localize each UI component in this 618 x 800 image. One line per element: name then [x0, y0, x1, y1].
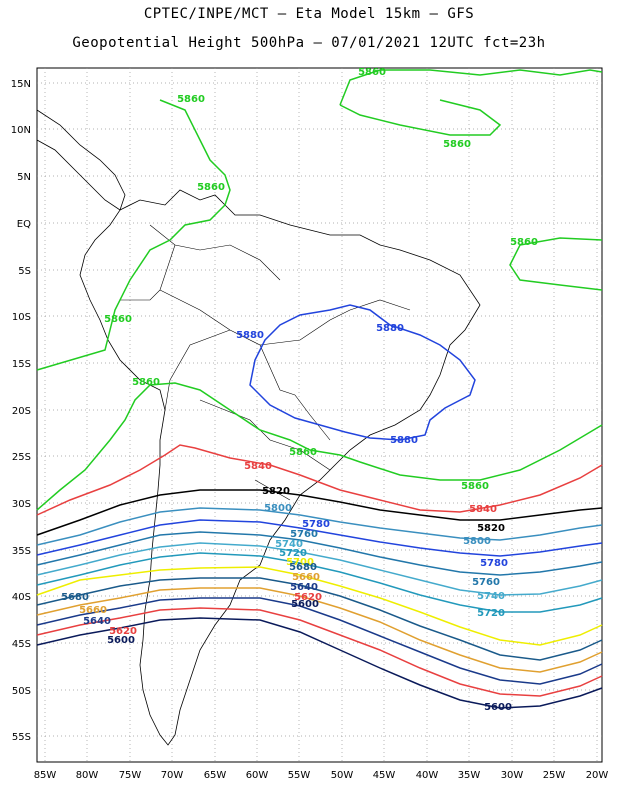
contour-5820 — [36, 489, 603, 536]
contour-5760 — [36, 531, 603, 576]
contour-5860 — [509, 237, 603, 291]
contour-5660 — [36, 587, 603, 673]
contour-label: 5720 — [477, 608, 505, 619]
contour-5780 — [36, 519, 603, 557]
contour-lines — [36, 69, 603, 709]
contour-5680 — [36, 577, 603, 661]
contour-label: 5740 — [477, 591, 505, 602]
central-america-coast — [36, 109, 126, 211]
contour-label: 5640 — [83, 616, 111, 627]
south-america-coast — [79, 189, 481, 746]
contour-label: 5800 — [264, 503, 292, 514]
lat-tick-label: EQ — [17, 219, 31, 230]
lat-tick-label: 15N — [11, 79, 31, 90]
contour-5840 — [36, 444, 603, 516]
contour-label: 5860 — [132, 377, 160, 388]
lat-tick-label: 25S — [12, 452, 31, 463]
lon-tick-label: 70W — [161, 770, 184, 781]
lat-tick-label: 20S — [12, 406, 31, 417]
contour-5640 — [36, 597, 603, 685]
contour-5620 — [36, 607, 603, 697]
contour-label: 5820 — [262, 486, 290, 497]
lon-tick-label: 50W — [331, 770, 354, 781]
contour-label: 5720 — [279, 548, 307, 559]
contour-label: 5840 — [244, 461, 272, 472]
lat-tick-label: 50S — [12, 686, 31, 697]
lon-tick-label: 40W — [416, 770, 439, 781]
contour-label: 5780 — [480, 558, 508, 569]
contour-5860 — [339, 99, 502, 136]
contour-label: 5840 — [469, 504, 497, 515]
contour-label: 5860 — [177, 94, 205, 105]
contour-label: 5860 — [461, 481, 489, 492]
contour-label: 5880 — [236, 330, 264, 341]
map-title-line1: CPTEC/INPE/MCT – Eta Model 15km – GFS — [143, 6, 475, 22]
lat-tick-label: 10N — [11, 125, 31, 136]
contour-5860 — [339, 69, 603, 106]
contour-label: 5860 — [358, 67, 386, 78]
contour-label: 5600 — [484, 702, 512, 713]
lat-tick-label: 30S — [12, 499, 31, 510]
contour-labels: 5860 5860 5860 5860 5860 5860 5860 5860 5860 5880… — [61, 67, 538, 713]
contour-label: 5860 — [104, 314, 132, 325]
contour-label: 5860 — [197, 182, 225, 193]
lon-tick-label: 85W — [34, 770, 57, 781]
lat-tick-label: 15S — [12, 359, 31, 370]
contour-5740 — [36, 542, 603, 596]
contour-label: 5620 — [109, 626, 137, 637]
map-title-line2: Geopotential Height 500hPa – 07/01/2021 … — [72, 35, 546, 51]
contour-label: 5760 — [290, 529, 318, 540]
contour-label: 5600 — [107, 635, 135, 646]
contour-label: 5700 — [286, 557, 314, 568]
contour-label: 5860 — [443, 139, 471, 150]
contour-5860 — [36, 382, 603, 511]
lat-tick-label: 55S — [12, 732, 31, 743]
contour-label: 5740 — [275, 539, 303, 550]
contour-label: 5860 — [289, 447, 317, 458]
contour-label: 5680 — [61, 592, 89, 603]
contour-label: 5660 — [79, 605, 107, 616]
contour-5700 — [36, 566, 603, 646]
lat-tick-label: 40S — [12, 592, 31, 603]
contour-label: 5820 — [477, 523, 505, 534]
lon-tick-label: 75W — [119, 770, 142, 781]
lat-tick-label: 5N — [17, 172, 31, 183]
contour-5880 — [249, 304, 476, 441]
lat-tick-label: 10S — [12, 312, 31, 323]
contour-5860 — [36, 99, 231, 371]
contour-label: 5780 — [302, 519, 330, 530]
contour-label: 5600 — [291, 599, 319, 610]
lon-tick-label: 20W — [586, 770, 609, 781]
contour-label: 5640 — [290, 582, 318, 593]
contour-5600 — [36, 617, 603, 709]
lon-tick-label: 80W — [76, 770, 99, 781]
lon-tick-label: 35W — [458, 770, 481, 781]
contour-5800 — [36, 507, 603, 546]
contour-label: 5860 — [510, 237, 538, 248]
contour-label: 5880 — [376, 323, 404, 334]
lat-tick-label: 45S — [12, 639, 31, 650]
lon-tick-label: 45W — [373, 770, 396, 781]
contour-label: 5800 — [463, 536, 491, 547]
lon-tick-label: 25W — [543, 770, 566, 781]
contour-label: 5660 — [292, 572, 320, 583]
map-frame — [36, 67, 603, 763]
axis-ticks: 15N 10N 5N EQ 5S 10S 15S 20S 25S 30S 35S 40S 45S 50S 5… — [11, 79, 609, 781]
lat-tick-label: 35S — [12, 546, 31, 557]
lon-tick-label: 55W — [288, 770, 311, 781]
lon-tick-label: 65W — [204, 770, 227, 781]
lon-tick-label: 60W — [246, 770, 269, 781]
contour-label: 5880 — [390, 435, 418, 446]
contour-label: 5680 — [289, 562, 317, 573]
contour-5720 — [36, 552, 603, 613]
lat-tick-label: 5S — [18, 266, 31, 277]
lon-tick-label: 30W — [501, 770, 524, 781]
contour-label: 5760 — [472, 577, 500, 588]
contour-label: 5620 — [294, 592, 322, 603]
